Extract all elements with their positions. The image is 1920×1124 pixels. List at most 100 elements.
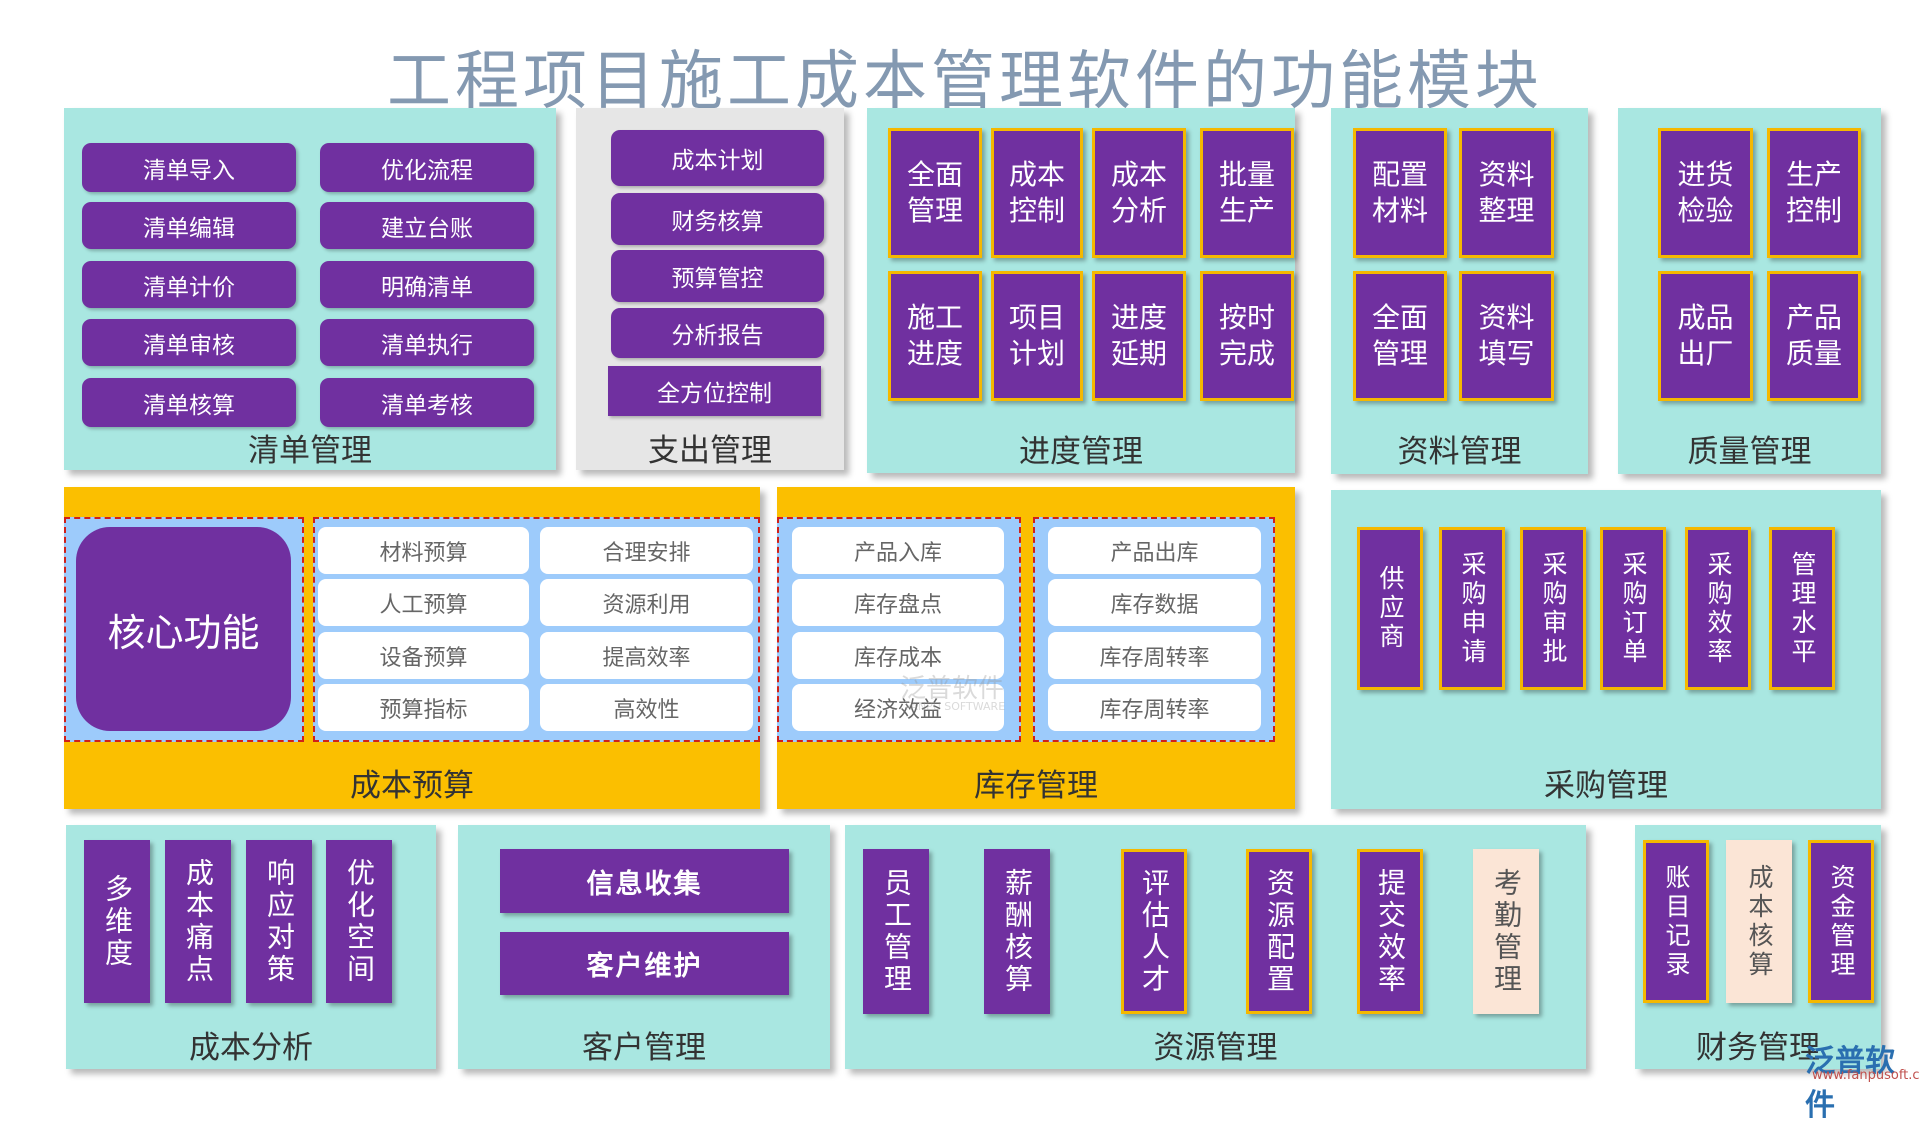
caigou-item[interactable]: 管理水平 <box>1769 527 1835 690</box>
qingdan-item[interactable]: 清单执行 <box>320 319 534 366</box>
panel-label-zhiliang: 质量管理 <box>1618 426 1881 470</box>
qingdan-item[interactable]: 清单核算 <box>82 378 296 427</box>
kucun-right-item[interactable]: 库存数据 <box>1048 579 1261 626</box>
ziliao-item[interactable]: 资料 整理 <box>1459 128 1554 258</box>
qingdan-item[interactable]: 优化流程 <box>320 143 534 192</box>
caiwu-item[interactable]: 账目记录 <box>1643 840 1709 1003</box>
jindu-item[interactable]: 全面 管理 <box>888 128 982 258</box>
zhichu-item-text: 预算管控 <box>671 266 764 292</box>
panel-label-fenxi: 成本分析 <box>66 1022 436 1066</box>
zhiliang-item-text: 产品 质量 <box>1785 301 1842 370</box>
caiwu-item-text: 资金管理 <box>1827 863 1856 980</box>
yusuan-item[interactable]: 预算指标 <box>318 684 529 731</box>
yusuan-item-text: 预算指标 <box>379 697 468 723</box>
jindu-item[interactable]: 成本 分析 <box>1092 128 1186 258</box>
fenxi-item[interactable]: 成本痛点 <box>165 840 231 1003</box>
qingdan-item[interactable]: 清单考核 <box>320 378 534 427</box>
ziliao-item[interactable]: 资料 填写 <box>1459 271 1554 401</box>
zhichu-item[interactable]: 财务核算 <box>611 193 824 245</box>
jindu-item-text: 进度 延期 <box>1110 301 1167 370</box>
zhiliang-item[interactable]: 生产 控制 <box>1767 128 1861 258</box>
kehu-item[interactable]: 客户维护 <box>500 932 789 995</box>
jindu-item[interactable]: 施工 进度 <box>888 271 982 401</box>
yusuan-item-text: 资源利用 <box>602 592 691 618</box>
caigou-item[interactable]: 采购订单 <box>1600 527 1666 690</box>
watermark-url: www.fanpusoft.com <box>1812 1068 1920 1083</box>
qingdan-item[interactable]: 清单编辑 <box>82 202 296 249</box>
kucun-right-item[interactable]: 库存周转率 <box>1048 632 1261 679</box>
qingdan-item[interactable]: 建立台账 <box>320 202 534 249</box>
kucun-left-item-text: 产品入库 <box>853 540 942 566</box>
ziyuan-item[interactable]: 员工管理 <box>863 849 929 1014</box>
ziyuan-item-text: 考勤管理 <box>1490 867 1523 996</box>
watermark-brand-text: 泛普软件 <box>1805 1044 1895 1123</box>
ziyuan-item[interactable]: 评估人才 <box>1121 849 1187 1014</box>
fenxi-item[interactable]: 多维度 <box>84 840 150 1003</box>
jindu-item-text: 按时 完成 <box>1218 301 1275 370</box>
kucun-left-item[interactable]: 产品入库 <box>792 527 1004 574</box>
jindu-item[interactable]: 进度 延期 <box>1092 271 1186 401</box>
kehu-item[interactable]: 信息收集 <box>500 849 789 913</box>
jindu-item-text: 成本 分析 <box>1110 158 1167 227</box>
jindu-item[interactable]: 项目 计划 <box>991 271 1083 401</box>
ziyuan-item[interactable]: 考勤管理 <box>1473 849 1539 1014</box>
zhichu-item[interactable]: 全方位控制 <box>608 366 821 416</box>
yusuan-item[interactable]: 设备预算 <box>318 632 529 679</box>
qingdan-item[interactable]: 明确清单 <box>320 261 534 308</box>
kucun-left-item[interactable]: 库存盘点 <box>792 579 1004 626</box>
kucun-right-item[interactable]: 产品出库 <box>1048 527 1261 574</box>
zhichu-item[interactable]: 分析报告 <box>611 308 824 358</box>
kucun-right-item[interactable]: 库存周转率 <box>1048 684 1261 731</box>
panel-label-caiwu: 财务管理 <box>1635 1022 1881 1066</box>
zhiliang-item[interactable]: 进货 检验 <box>1658 128 1753 258</box>
zhichu-item[interactable]: 预算管控 <box>611 250 824 302</box>
jindu-item[interactable]: 成本 控制 <box>991 128 1083 258</box>
caiwu-item[interactable]: 成本核算 <box>1726 840 1792 1003</box>
panel-label-kucun: 库存管理 <box>777 760 1295 804</box>
caigou-item[interactable]: 采购申请 <box>1439 527 1505 690</box>
qingdan-item-text: 建立台账 <box>381 215 473 242</box>
ziliao-item-text: 资料 整理 <box>1478 158 1535 227</box>
panel-label-ziliao: 资料管理 <box>1331 426 1588 470</box>
zhichu-item[interactable]: 成本计划 <box>611 130 824 186</box>
panel-label-qingdan-text: 清单管理 <box>248 433 372 469</box>
kehu-item-text: 信息收集 <box>586 868 703 900</box>
qingdan-item[interactable]: 清单审核 <box>82 319 296 366</box>
caiwu-item[interactable]: 资金管理 <box>1808 840 1874 1003</box>
ziliao-item[interactable]: 全面 管理 <box>1353 271 1447 401</box>
zhiliang-item[interactable]: 成品 出厂 <box>1658 271 1753 401</box>
kucun-right-item-text: 库存周转率 <box>1099 697 1210 723</box>
caigou-item[interactable]: 供应商 <box>1357 527 1423 690</box>
jindu-item[interactable]: 批量 生产 <box>1200 128 1294 258</box>
yusuan-item[interactable]: 高效性 <box>540 684 753 731</box>
ziliao-item[interactable]: 配置 材料 <box>1353 128 1447 258</box>
ziyuan-item[interactable]: 薪酬核算 <box>984 849 1050 1014</box>
zhiliang-item[interactable]: 产品 质量 <box>1767 271 1861 401</box>
jindu-item-text: 全面 管理 <box>906 158 963 227</box>
panel-label-zhichu: 支出管理 <box>576 425 844 469</box>
jindu-item[interactable]: 按时 完成 <box>1200 271 1294 401</box>
yusuan-item[interactable]: 提高效率 <box>540 632 753 679</box>
qingdan-item-text: 优化流程 <box>381 157 473 184</box>
yusuan-item[interactable]: 资源利用 <box>540 579 753 626</box>
qingdan-item[interactable]: 清单计价 <box>82 261 296 308</box>
caigou-item[interactable]: 采购审批 <box>1520 527 1586 690</box>
yusuan-item[interactable]: 合理安排 <box>540 527 753 574</box>
fenxi-item-text: 优化空间 <box>343 857 376 986</box>
kucun-left-item[interactable]: 库存成本 <box>792 632 1004 679</box>
caigou-item[interactable]: 采购效率 <box>1685 527 1751 690</box>
watermark-url-text: www.fanpusoft.com <box>1812 1068 1920 1083</box>
fenxi-item[interactable]: 优化空间 <box>326 840 392 1003</box>
caiwu-item-text: 成本核算 <box>1745 863 1774 980</box>
yusuan-item[interactable]: 材料预算 <box>318 527 529 574</box>
yusuan-item[interactable]: 人工预算 <box>318 579 529 626</box>
page-title: 工程项目施工成本管理软件的功能模块 <box>387 45 1543 119</box>
fenxi-item[interactable]: 响应对策 <box>246 840 312 1003</box>
qingdan-item[interactable]: 清单导入 <box>82 143 296 192</box>
caigou-item-text: 采购订单 <box>1619 550 1648 667</box>
kucun-left-item[interactable]: 经济效益 <box>792 684 1004 731</box>
panel-label-kucun-text: 库存管理 <box>974 768 1098 804</box>
ziyuan-item[interactable]: 资源配置 <box>1246 849 1312 1014</box>
ziyuan-item[interactable]: 提交效率 <box>1357 849 1423 1014</box>
panel-label-zhichu-text: 支出管理 <box>648 433 772 469</box>
